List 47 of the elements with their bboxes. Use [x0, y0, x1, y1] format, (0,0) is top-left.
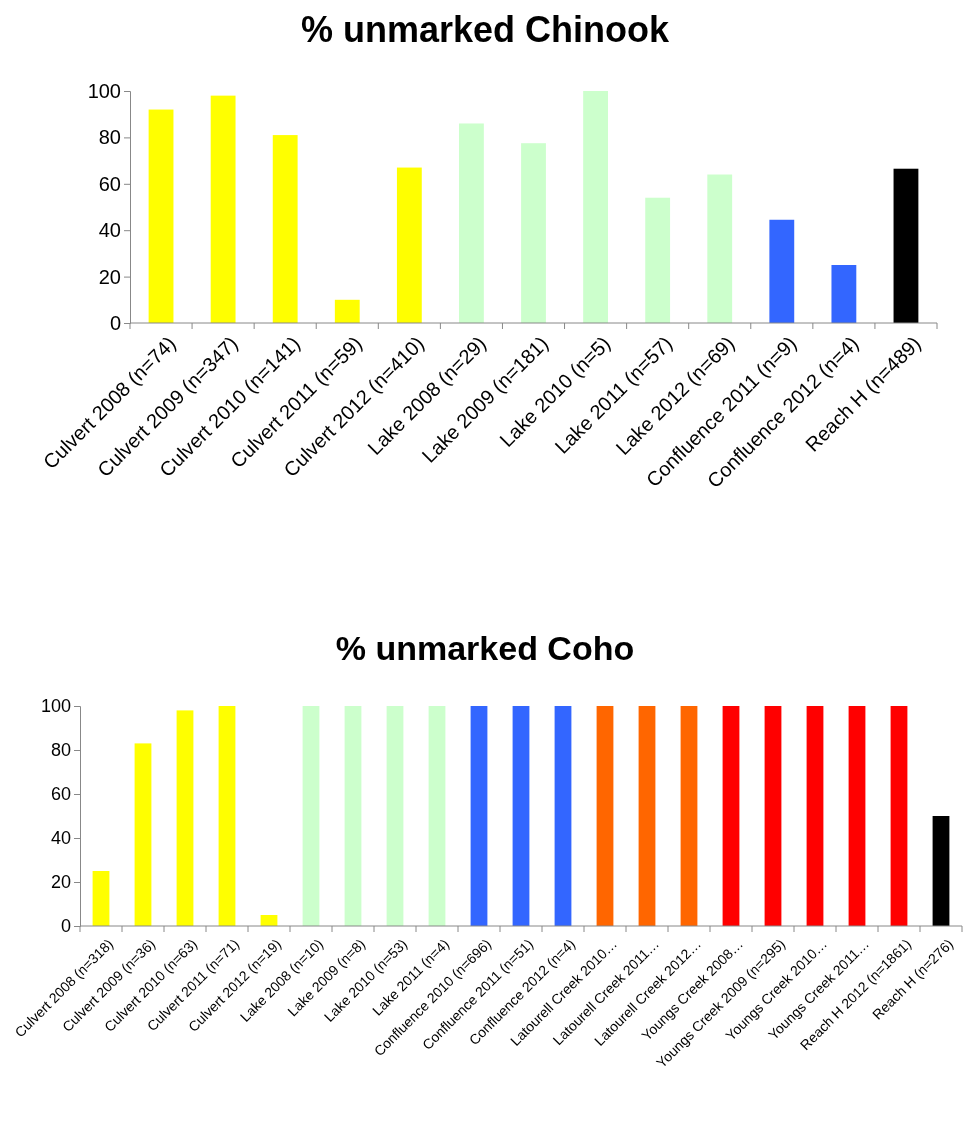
bar [92, 871, 110, 926]
y-tick-label: 0 [109, 311, 121, 334]
y-tick-label: 60 [98, 172, 121, 195]
bar [134, 743, 152, 926]
bar [764, 706, 782, 926]
bar [583, 91, 608, 323]
chart-title: % unmarked Chinook [300, 9, 670, 50]
bar [302, 706, 320, 926]
bar [334, 299, 360, 323]
chart-title: % unmarked Coho [335, 629, 635, 667]
bar [890, 706, 908, 926]
bar [848, 706, 866, 926]
bar [521, 143, 546, 323]
y-tick-label: 40 [98, 219, 121, 242]
bar [645, 197, 671, 323]
bar [638, 706, 656, 926]
bar [470, 706, 488, 926]
y-tick-label: 80 [50, 740, 71, 761]
y-tick-label: 80 [98, 126, 121, 149]
y-tick-label: 60 [50, 784, 71, 805]
y-tick-label: 20 [50, 872, 71, 893]
bar [428, 706, 446, 926]
bar [806, 706, 824, 926]
bar [210, 95, 236, 323]
bar [932, 816, 950, 926]
bar [176, 710, 194, 926]
bar [680, 706, 698, 926]
y-tick-label: 100 [87, 79, 121, 102]
bar [831, 265, 857, 323]
bar [272, 135, 298, 323]
y-tick-label: 40 [50, 828, 71, 849]
bar [893, 168, 919, 323]
bar [512, 706, 530, 926]
bar [769, 219, 795, 323]
bar [722, 706, 740, 926]
bar [707, 174, 733, 323]
y-tick-label: 0 [60, 916, 71, 937]
bar [386, 706, 404, 926]
bar [554, 706, 572, 926]
bar [218, 706, 236, 926]
y-tick-label: 20 [98, 265, 121, 288]
y-tick-label: 100 [40, 696, 71, 717]
bar [344, 706, 362, 926]
bar [396, 167, 422, 323]
bar [148, 109, 174, 323]
bar [596, 706, 614, 926]
bar [459, 123, 484, 323]
